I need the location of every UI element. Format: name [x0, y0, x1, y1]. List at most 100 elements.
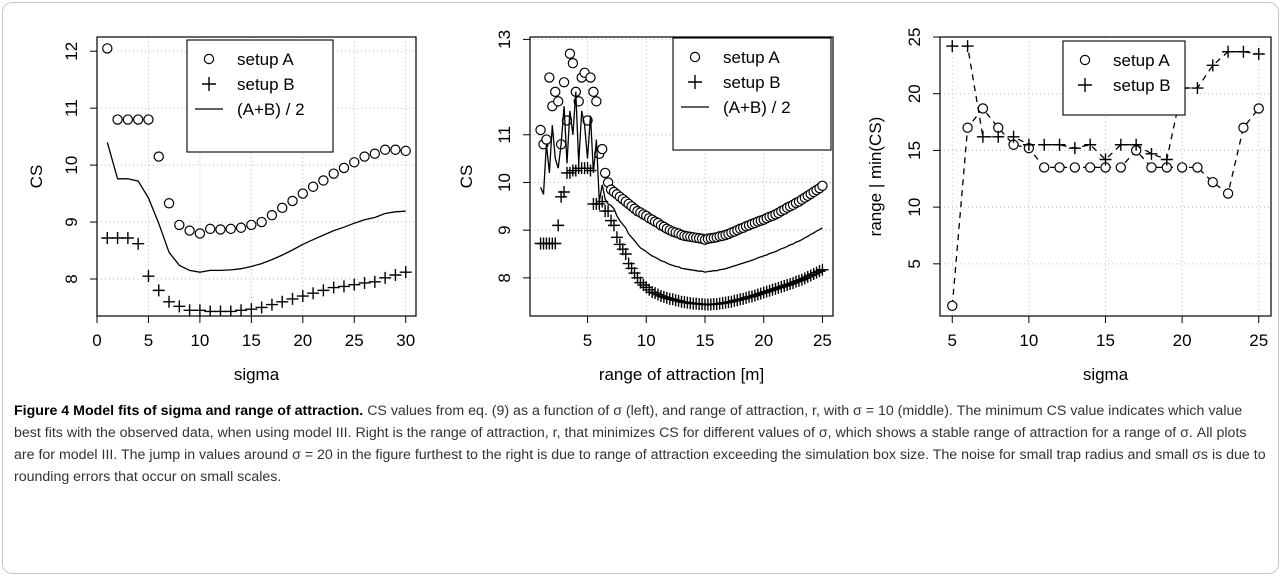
- data-point-circle: [256, 216, 267, 228]
- data-point-plus: [605, 214, 618, 227]
- data-point-plus: [607, 219, 620, 232]
- data-point-circle: [599, 167, 611, 179]
- data-point-circle: [215, 224, 226, 235]
- data-point-circle: [287, 195, 298, 207]
- data-point-circle: [400, 145, 411, 157]
- data-area: [101, 43, 412, 316]
- data-point-circle: [338, 162, 350, 174]
- figure-label: Figure 4: [14, 403, 70, 419]
- data-point-plus: [276, 295, 289, 308]
- caption-text: CS values from eq. (9) as a function of …: [14, 403, 1266, 485]
- data-point-plus: [725, 295, 738, 308]
- data-point-circle: [359, 151, 370, 162]
- y-tick-label: 20: [905, 84, 924, 103]
- data-point-plus: [1007, 130, 1020, 143]
- data-point-plus: [610, 231, 623, 244]
- data-point-plus: [1038, 138, 1051, 151]
- data-point-circle: [246, 219, 257, 231]
- x-tick-label: 20: [293, 331, 312, 350]
- data-point-plus: [368, 275, 381, 288]
- data-point-plus: [399, 266, 412, 279]
- data-point-circle: [163, 198, 175, 209]
- y-axis-label: CS: [27, 165, 46, 189]
- data-point-plus: [296, 290, 309, 303]
- x-tick-label: 30: [396, 331, 415, 350]
- legend-label: setup A: [723, 48, 780, 67]
- data-point-plus: [795, 273, 808, 286]
- legend-marker-circle: [689, 51, 701, 63]
- data-point-plus: [798, 272, 811, 285]
- data-point-plus: [101, 231, 114, 244]
- data-point-circle: [552, 96, 564, 107]
- data-point-plus: [731, 294, 744, 307]
- data-point-plus: [757, 286, 770, 299]
- data-point-plus: [307, 287, 320, 300]
- y-tick-label: 8: [495, 273, 514, 282]
- data-point-circle: [277, 202, 288, 214]
- data-point-plus: [317, 284, 330, 297]
- data-point-circle: [1253, 103, 1264, 114]
- y-tick-label: 5: [905, 259, 924, 268]
- data-point-plus: [193, 304, 206, 316]
- data-point-plus: [1145, 147, 1158, 160]
- data-point-circle: [962, 122, 973, 133]
- data-point-plus: [946, 40, 959, 53]
- y-tick-label: 11: [62, 99, 81, 117]
- data-point-plus: [348, 278, 361, 291]
- data-point-plus: [751, 288, 764, 301]
- data-point-plus: [766, 283, 779, 296]
- y-tick-label: 9: [495, 225, 514, 234]
- data-point-plus: [628, 267, 641, 280]
- data-point-plus: [584, 164, 597, 177]
- data-point-plus: [660, 291, 673, 304]
- x-tick-label: 25: [345, 331, 364, 350]
- data-point-plus: [173, 300, 186, 313]
- legend: setup A setup B (A+B) / 2: [672, 37, 832, 151]
- data-point-plus: [672, 294, 685, 307]
- data-point-plus: [748, 289, 761, 302]
- data-area: [534, 48, 829, 311]
- plot-panel-2: 5 10 15 20 25 8 9 10 11 13 range of attraction [m]…: [457, 30, 834, 384]
- data-point-plus: [737, 292, 750, 305]
- data-point-circle: [225, 223, 236, 235]
- y-tick-label: 25: [905, 28, 924, 47]
- y-tick-label: 11: [495, 126, 514, 144]
- data-point-circle: [585, 72, 596, 83]
- data-point-circle: [1207, 176, 1218, 188]
- data-point-circle: [1222, 188, 1234, 199]
- series-line: [106, 142, 406, 273]
- x-tick-label: 15: [1096, 331, 1115, 350]
- data-point-circle: [1069, 162, 1081, 173]
- legend-label: (A+B) / 2: [237, 100, 305, 119]
- x-tick-label: 20: [754, 331, 773, 350]
- data-point-plus: [558, 186, 571, 198]
- data-point-circle: [235, 222, 247, 233]
- legend-marker-circle: [203, 53, 215, 65]
- data-point-plus: [801, 270, 814, 283]
- legend-marker-plus: [202, 77, 216, 91]
- y-tick-label: 15: [905, 141, 924, 160]
- data-point-plus: [781, 279, 794, 291]
- data-point-circle: [535, 124, 546, 136]
- data-point-plus: [1114, 138, 1127, 151]
- data-point-plus: [224, 305, 237, 316]
- data-point-plus: [745, 290, 758, 303]
- data-point-circle: [122, 114, 134, 125]
- legend-box: [1062, 40, 1186, 116]
- data-point-plus: [152, 284, 165, 297]
- data-point-plus: [581, 162, 594, 175]
- data-point-circle: [112, 114, 123, 125]
- data-point-plus: [769, 282, 782, 295]
- data-point-circle: [567, 58, 579, 69]
- data-point-circle: [1039, 162, 1050, 173]
- data-point-circle: [349, 157, 360, 168]
- data-point-circle: [328, 168, 339, 179]
- y-axis-label: range | min(CS): [866, 117, 885, 237]
- data-point-circle: [597, 143, 608, 155]
- x-axis-label: sigma: [1083, 365, 1129, 384]
- data-point-plus: [549, 237, 562, 250]
- x-tick-label: 15: [242, 331, 261, 350]
- y-tick-label: 9: [62, 217, 81, 226]
- data-point-plus: [804, 269, 817, 282]
